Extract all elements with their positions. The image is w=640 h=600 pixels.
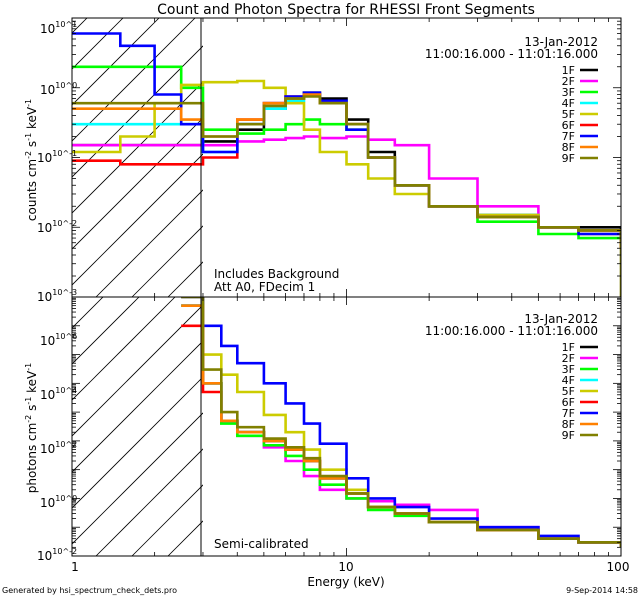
hatched-region-top: [72, 0, 540, 297]
footer-timestamp: 9-Sep-2014 14:58: [566, 586, 638, 595]
hatch-line: [72, 117, 203, 250]
legend-label-6F: 6F: [562, 119, 575, 132]
annotation-semi-calibrated: Semi-calibrated: [214, 537, 309, 551]
hatch-line: [72, 45, 203, 178]
axis-ticks: [71, 17, 621, 557]
photon-spectra-series: [181, 297, 621, 548]
legend-label-3F: 3F: [562, 86, 575, 99]
hatch-line: [72, 340, 203, 473]
hatch-line: [72, 81, 203, 214]
hatch-line: [72, 18, 124, 70]
legend-label-4F: 4F: [562, 97, 575, 110]
annotation-background: Includes Background: [214, 267, 339, 281]
legend-label-2F: 2F: [562, 352, 575, 365]
series-line-9F: [72, 95, 621, 297]
hatch-line: [0, 256, 108, 556]
hatch-line: [72, 412, 203, 545]
hatch-line: [167, 261, 203, 297]
hatch-line: [131, 484, 203, 556]
hatch-line: [72, 297, 176, 401]
x-axis-label: Energy (keV): [307, 575, 384, 589]
series-line-5F: [72, 79, 621, 249]
series-line-3F: [72, 65, 621, 249]
bottom-time-range: 11:00:16.000 - 11:01:16.000: [425, 324, 598, 338]
xtick-1: 1: [71, 560, 79, 574]
hatch-line: [131, 225, 203, 297]
annotation-attenuator: Att A0, FDecim 1: [214, 280, 315, 294]
legend-label-8F: 8F: [562, 418, 575, 431]
top-ytick-10-m1: 1010^-1: [37, 149, 77, 165]
count-spectra-series: [72, 32, 621, 297]
legend-label-7F: 7F: [562, 407, 575, 420]
chart-title: Count and Photon Spectra for RHESSI Fron…: [157, 2, 535, 18]
hatch-line: [72, 376, 203, 509]
top-ytick-10-m2: 1010^-2: [37, 219, 77, 235]
series-line-9F: [181, 297, 621, 548]
hatch-line: [167, 520, 203, 556]
top-y-axis-label: counts cm-2 s-1 keV-1: [24, 99, 39, 221]
hatch-line: [204, 0, 504, 297]
legend-label-2F: 2F: [562, 75, 575, 88]
legend-label-5F: 5F: [562, 108, 575, 121]
top-time-range: 11:00:16.000 - 11:01:16.000: [425, 47, 598, 61]
legend-label-1F: 1F: [562, 64, 575, 77]
legend-label-9F: 9F: [562, 429, 575, 442]
hatch-line: [72, 297, 140, 365]
top-date-label: 13-Jan-2012: [524, 35, 598, 49]
footer-generator: Generated by hsi_spectrum_check_dets.pro: [2, 586, 177, 595]
legend-label-9F: 9F: [562, 152, 575, 165]
hatch-line: [72, 297, 104, 329]
series-line-7F: [181, 297, 621, 548]
hatch-line: [95, 189, 203, 297]
hatch-line: [72, 153, 203, 286]
legend-label-6F: 6F: [562, 396, 575, 409]
hatch-line: [95, 448, 203, 556]
hatch-line: [72, 18, 196, 142]
xtick-10: 10: [338, 560, 353, 574]
legend-label-7F: 7F: [562, 130, 575, 143]
xtick-100: 100: [607, 560, 630, 574]
hatch-line: [240, 0, 540, 297]
bottom-y-axis-label: photons cm-2 s-1 keV-1: [24, 363, 39, 494]
legend-label-5F: 5F: [562, 385, 575, 398]
bottom-date-label: 13-Jan-2012: [524, 312, 598, 326]
top-ytick-10-m3: 1010^-3: [37, 288, 77, 304]
legend-label-1F: 1F: [562, 341, 575, 354]
legend-label-4F: 4F: [562, 374, 575, 387]
legend-label-8F: 8F: [562, 141, 575, 154]
legend-label-3F: 3F: [562, 363, 575, 376]
